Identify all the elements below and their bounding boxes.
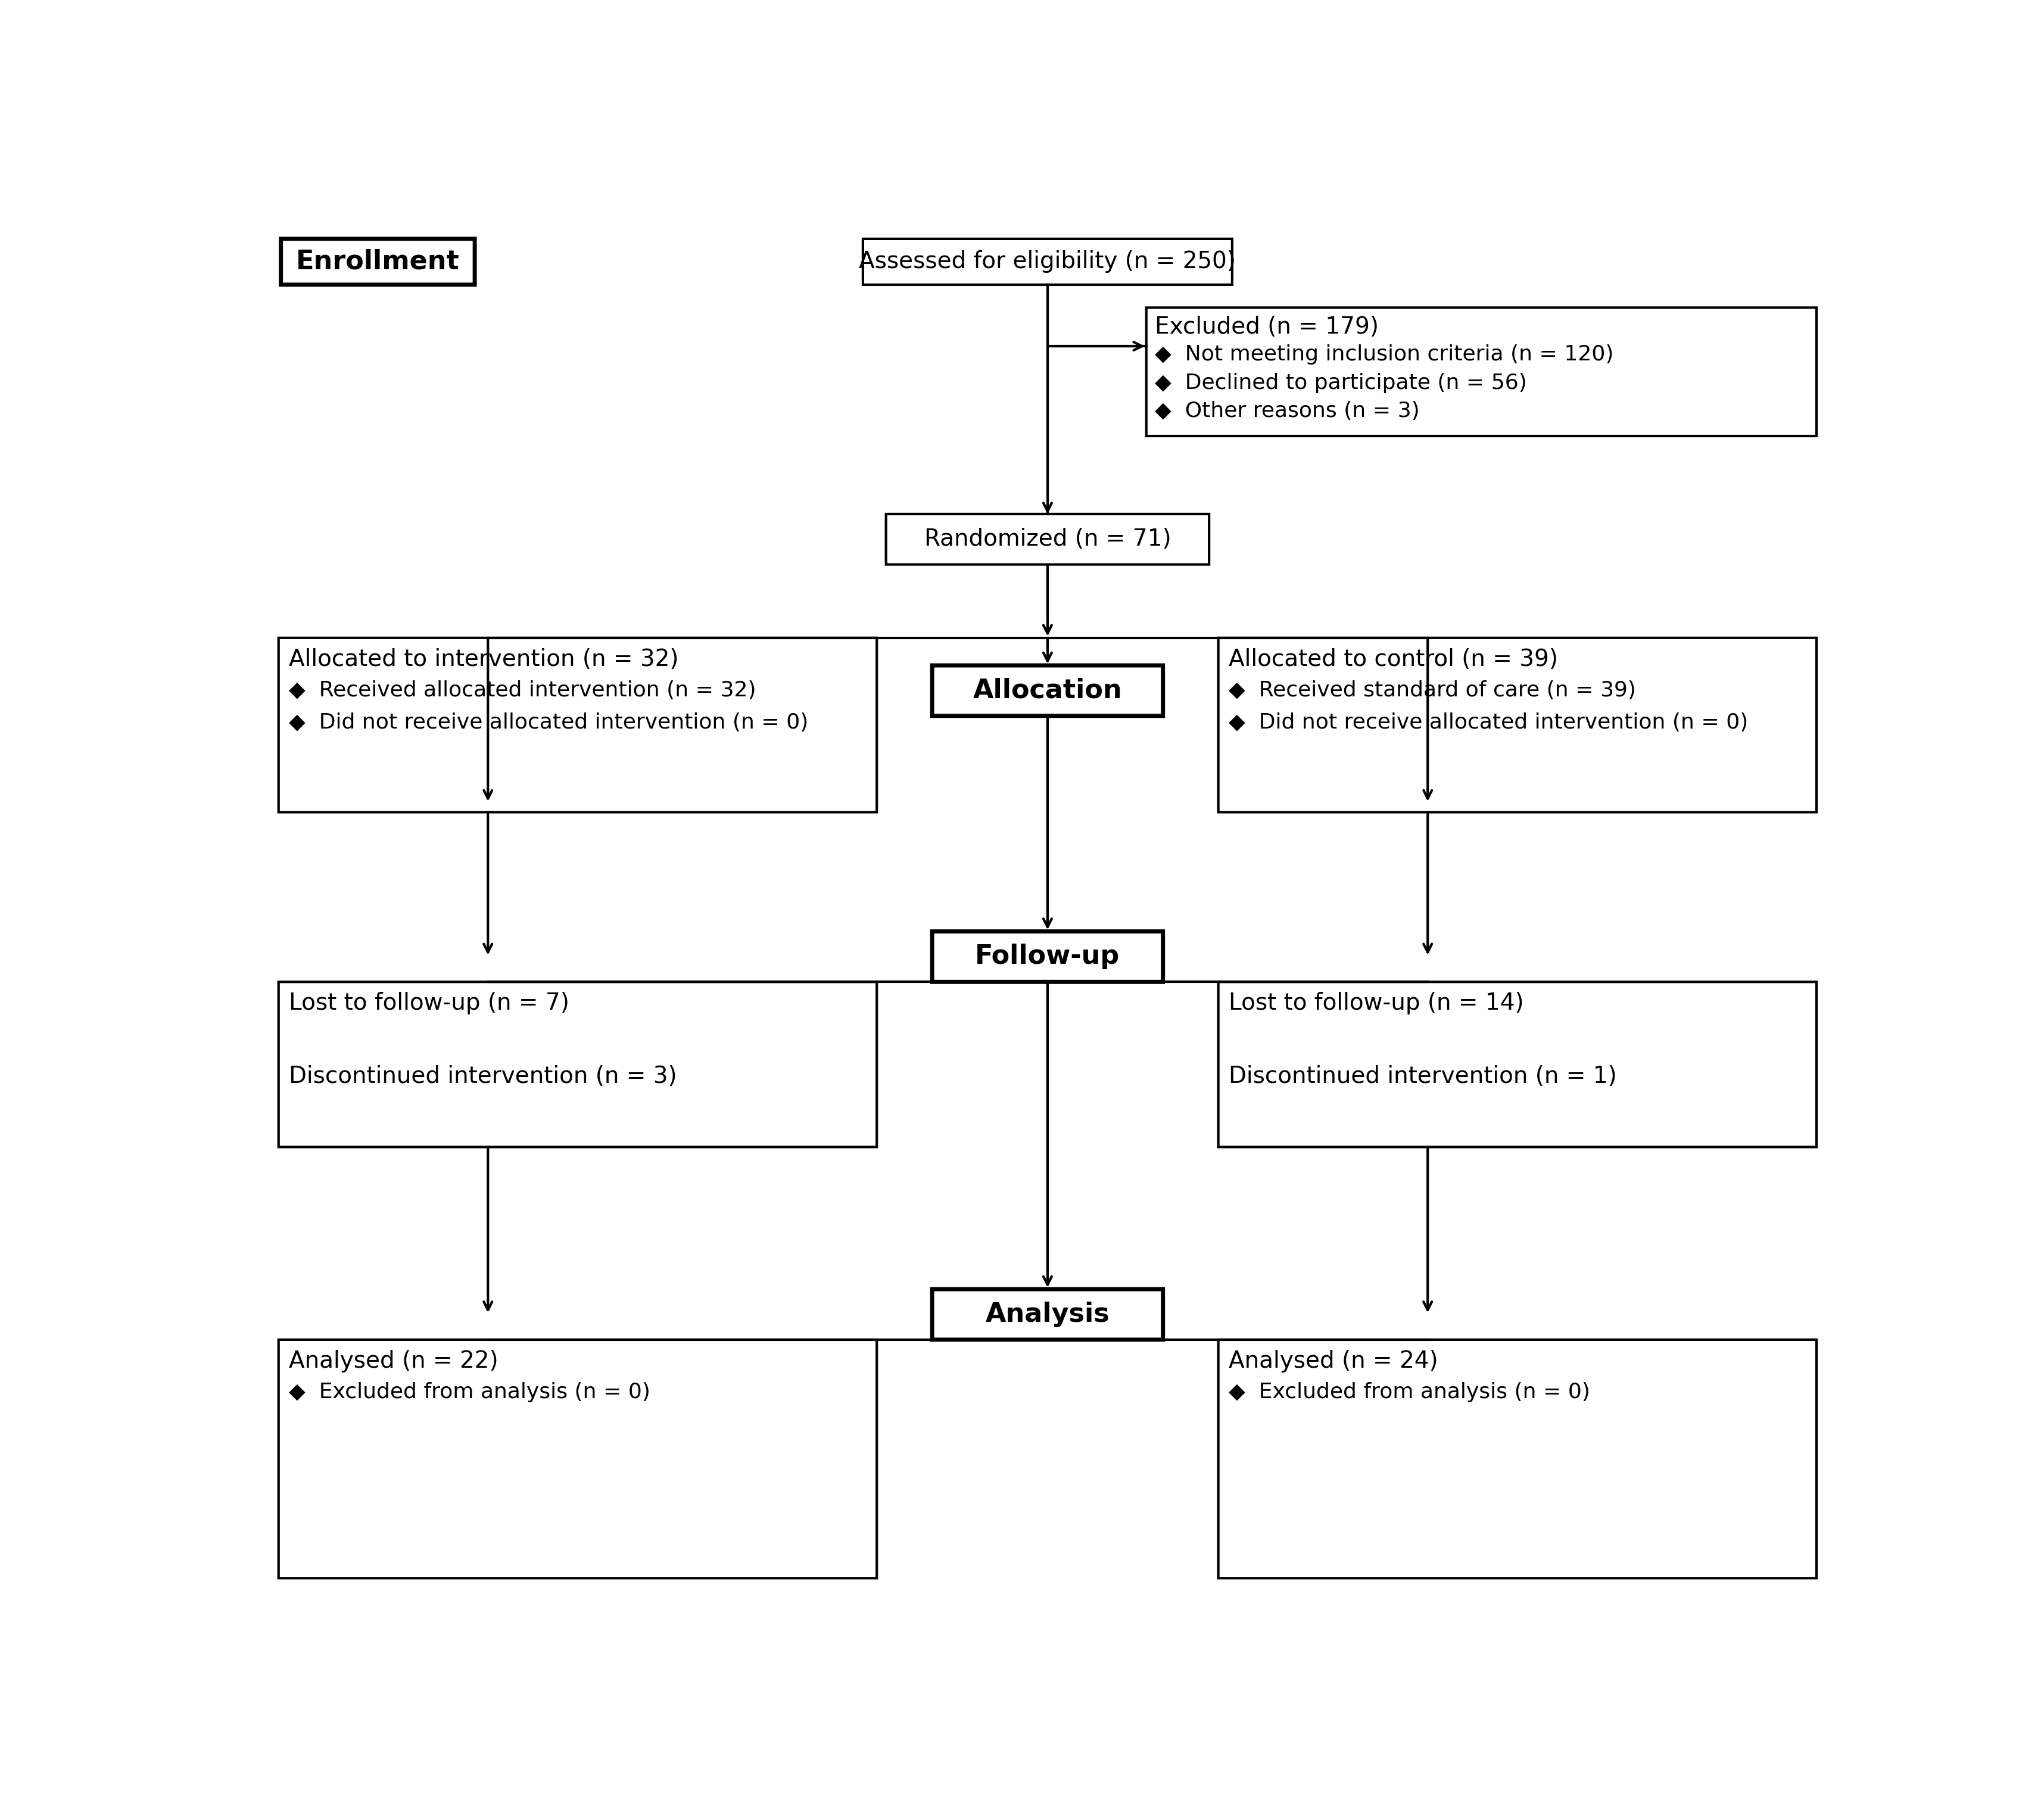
Text: Lost to follow-up (n = 14): Lost to follow-up (n = 14) <box>1228 991 1523 1015</box>
Text: ◆  Declined to participate (n = 56): ◆ Declined to participate (n = 56) <box>1155 372 1527 392</box>
Text: Enrollment: Enrollment <box>296 248 460 275</box>
FancyBboxPatch shape <box>280 239 474 284</box>
Text: ◆  Did not receive allocated intervention (n = 0): ◆ Did not receive allocated intervention… <box>288 712 807 732</box>
Text: Analysed (n = 22): Analysed (n = 22) <box>288 1349 499 1373</box>
Text: Allocation: Allocation <box>973 678 1122 703</box>
Text: Analysed (n = 24): Analysed (n = 24) <box>1228 1349 1437 1373</box>
FancyBboxPatch shape <box>278 982 877 1148</box>
Text: ◆  Excluded from analysis (n = 0): ◆ Excluded from analysis (n = 0) <box>1228 1382 1590 1401</box>
FancyBboxPatch shape <box>1147 308 1817 435</box>
Text: Discontinued intervention (n = 3): Discontinued intervention (n = 3) <box>288 1065 677 1088</box>
Text: Excluded (n = 179): Excluded (n = 179) <box>1155 317 1378 338</box>
FancyBboxPatch shape <box>932 932 1163 982</box>
Text: Lost to follow-up (n = 7): Lost to follow-up (n = 7) <box>288 991 568 1015</box>
FancyBboxPatch shape <box>885 515 1210 565</box>
Text: ◆  Excluded from analysis (n = 0): ◆ Excluded from analysis (n = 0) <box>288 1382 650 1401</box>
Text: ◆  Did not receive allocated intervention (n = 0): ◆ Did not receive allocated intervention… <box>1228 712 1748 732</box>
Text: Assessed for eligibility (n = 250): Assessed for eligibility (n = 250) <box>858 250 1237 273</box>
Text: Allocated to control (n = 39): Allocated to control (n = 39) <box>1228 648 1558 671</box>
FancyBboxPatch shape <box>278 639 877 811</box>
Text: Follow-up: Follow-up <box>975 944 1120 970</box>
FancyBboxPatch shape <box>1218 982 1817 1148</box>
Text: Randomized (n = 71): Randomized (n = 71) <box>924 527 1171 550</box>
Text: ◆  Received standard of care (n = 39): ◆ Received standard of care (n = 39) <box>1228 680 1635 700</box>
Text: Analysis: Analysis <box>985 1302 1110 1328</box>
Text: Discontinued intervention (n = 1): Discontinued intervention (n = 1) <box>1228 1065 1617 1088</box>
FancyBboxPatch shape <box>932 666 1163 716</box>
Text: Allocated to intervention (n = 32): Allocated to intervention (n = 32) <box>288 648 679 671</box>
FancyBboxPatch shape <box>1218 1340 1817 1578</box>
FancyBboxPatch shape <box>932 1290 1163 1340</box>
FancyBboxPatch shape <box>278 1340 877 1578</box>
Text: ◆  Not meeting inclusion criteria (n = 120): ◆ Not meeting inclusion criteria (n = 12… <box>1155 344 1613 365</box>
FancyBboxPatch shape <box>1218 639 1817 811</box>
Text: ◆  Received allocated intervention (n = 32): ◆ Received allocated intervention (n = 3… <box>288 680 756 700</box>
Text: ◆  Other reasons (n = 3): ◆ Other reasons (n = 3) <box>1155 401 1419 421</box>
FancyBboxPatch shape <box>863 239 1233 284</box>
